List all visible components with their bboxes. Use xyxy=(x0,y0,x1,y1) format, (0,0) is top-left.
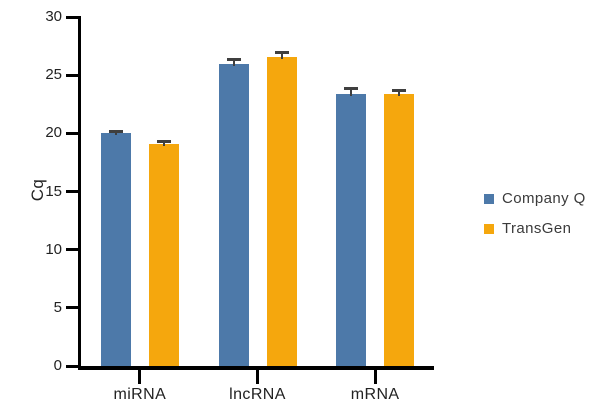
y-tick-mark xyxy=(66,364,81,368)
error-bar-stem xyxy=(398,89,401,96)
error-bar-stem xyxy=(162,141,165,146)
bar-mRNA-Company Q xyxy=(336,93,367,366)
x-tick-mark xyxy=(373,370,377,384)
y-tick-label: 0 xyxy=(53,357,62,374)
legend-swatch-icon xyxy=(484,193,494,204)
bar-lncRNA-Company Q xyxy=(218,63,249,366)
x-category-label: lncRNA xyxy=(229,386,286,403)
bar-miRNA-TransGen xyxy=(148,143,179,366)
x-category-label: mRNA xyxy=(350,386,400,403)
legend-swatch-icon xyxy=(484,223,494,234)
legend: Company Q TransGen xyxy=(484,190,586,237)
y-tick-label: 10 xyxy=(45,240,62,258)
y-tick-mark xyxy=(66,190,81,193)
error-bar-cap xyxy=(156,140,171,144)
y-tick-label: 15 xyxy=(45,182,62,200)
error-bar-cap xyxy=(108,130,123,133)
y-tick-mark xyxy=(66,15,81,19)
legend-label: TransGen xyxy=(502,220,572,237)
y-tick-mark xyxy=(66,248,81,252)
error-bar-cap xyxy=(274,50,289,54)
y-tick-label: 30 xyxy=(45,8,62,25)
error-bar-stem xyxy=(114,131,117,136)
y-tick-label: 20 xyxy=(45,124,62,142)
y-tick-mark xyxy=(66,306,81,310)
error-bar-stem xyxy=(232,58,235,66)
y-tick-label: 25 xyxy=(45,66,62,84)
error-bar-cap xyxy=(392,88,407,92)
x-tick-mark xyxy=(256,370,259,384)
bar-miRNA-Company Q xyxy=(100,133,131,366)
error-bar-stem xyxy=(350,87,353,96)
error-bar-cap xyxy=(344,86,359,90)
legend-item-company-q: Company Q xyxy=(484,190,586,207)
legend-label: Company Q xyxy=(502,190,586,207)
y-tick-mark xyxy=(66,73,81,77)
x-category-label: miRNA xyxy=(113,386,167,403)
y-tick-mark xyxy=(66,131,81,135)
legend-item-transgen: TransGen xyxy=(484,220,586,237)
x-axis-line xyxy=(78,366,434,370)
error-bar-stem xyxy=(280,51,283,59)
y-tick-label: 5 xyxy=(53,298,62,316)
bar-lncRNA-TransGen xyxy=(266,56,297,366)
x-tick-mark xyxy=(138,370,142,384)
error-bar-cap xyxy=(226,57,241,61)
bar-mRNA-TransGen xyxy=(384,93,415,366)
